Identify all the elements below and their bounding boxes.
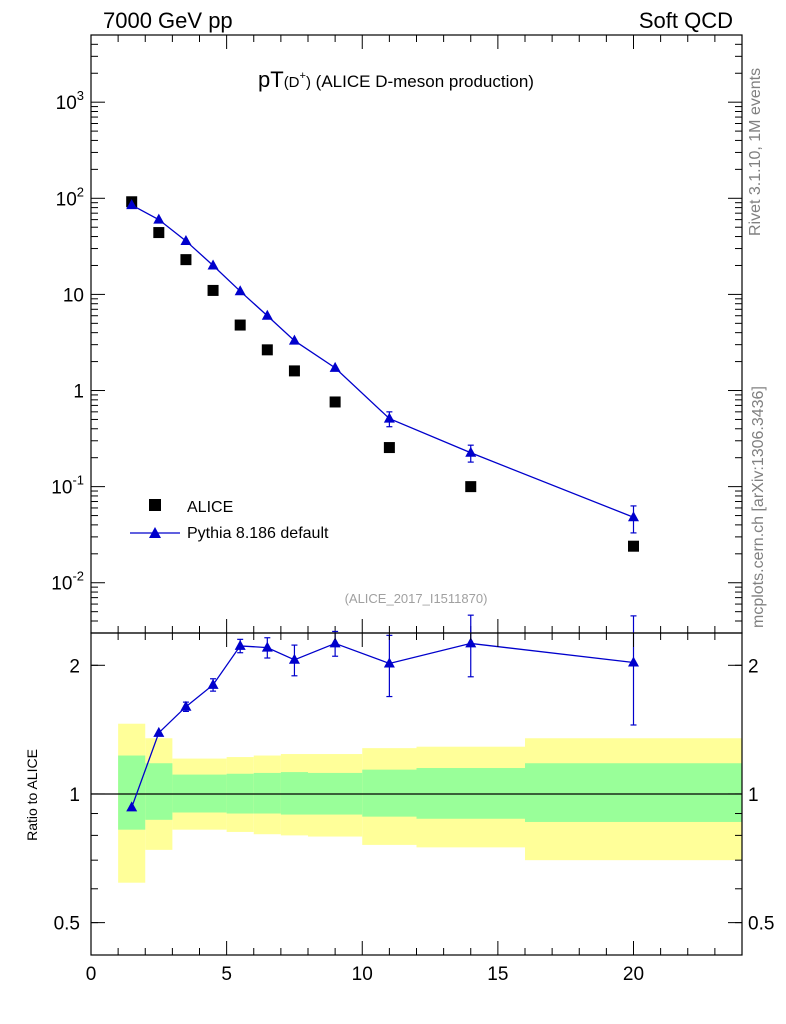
data-point [261, 344, 273, 356]
analysis-id-label: (ALICE_2017_I1511870) [345, 591, 488, 606]
ratio-inner-band [253, 772, 281, 814]
mc-point [234, 285, 246, 296]
main-plot-frame [90, 34, 743, 634]
main-y-axis: 10-2 10-1 1 10 102 103 [51, 34, 742, 634]
ratio-y-tick-label-right: 2 [748, 656, 759, 677]
mc-point [126, 199, 138, 210]
header-energy-label: 7000 GeV pp [103, 8, 233, 33]
legend-data-label: ALICE [187, 499, 233, 516]
rivet-version-label: Rivet 3.1.10, 1M events [747, 68, 764, 236]
y-tick-label: 10 [63, 285, 84, 306]
ratio-y-tick-label-right: 1 [748, 785, 759, 806]
legend-mc-marker [149, 527, 161, 538]
y-tick-label: 102 [56, 184, 84, 210]
ratio-y-axis-label: Ratio to ALICE [24, 749, 40, 841]
mc-point [261, 309, 273, 320]
ratio-point [628, 656, 639, 667]
data-point [207, 284, 219, 296]
ratio-point [465, 637, 477, 648]
ratio-inner-band [145, 763, 173, 820]
main-panel: 10-2 10-1 1 10 102 103 pT(D+) (ALICE D-meson … [51, 34, 743, 634]
data-point [153, 227, 165, 239]
ratio-point [153, 726, 165, 737]
data-point [465, 481, 477, 493]
x-tick-label: 10 [352, 964, 373, 985]
ratio-y-tick-label-right: 0.5 [748, 914, 774, 935]
ratio-point [383, 657, 395, 668]
data-point [180, 254, 192, 266]
ratio-y-tick-label: 1 [69, 785, 80, 806]
x-tick-label: 15 [487, 964, 508, 985]
mcplots-label: mcplots.cern.ch [arXiv:1306.3436] [750, 386, 767, 628]
ratio-point [126, 801, 138, 812]
ratio-axes: 0 5 10 15 20 0.5 0.5 1 1 2 2 [54, 633, 774, 985]
data-point [329, 396, 341, 408]
ratio-uncertainty-bands [91, 723, 742, 883]
mc-point [465, 446, 477, 457]
main-plot-data [126, 196, 639, 552]
mc-series-line [131, 204, 634, 518]
mc-point [153, 213, 165, 224]
legend: ALICE Pythia 8.186 default [130, 499, 329, 542]
mc-point [628, 511, 639, 522]
ratio-point [180, 700, 192, 711]
ratio-y-tick-label: 2 [69, 656, 80, 677]
ratio-y-tick-label: 0.5 [54, 914, 80, 935]
y-tick-label: 10-2 [51, 569, 84, 595]
data-point [628, 540, 639, 552]
legend-mc-label: Pythia 8.186 default [187, 525, 329, 542]
ratio-inner-band [525, 763, 742, 822]
ratio-panel: 0 5 10 15 20 0.5 0.5 1 1 2 2 Ratio to ALICE [24, 614, 774, 985]
ratio-inner-band [118, 755, 146, 830]
ratio-inner-band [362, 769, 417, 817]
legend-data-marker [149, 499, 161, 511]
x-tick-label: 0 [86, 964, 97, 985]
main-x-ticks [90, 35, 743, 633]
y-tick-label: 1 [73, 382, 84, 403]
ratio-point [234, 639, 246, 650]
ratio-point [329, 637, 341, 648]
ratio-plot-data [126, 614, 639, 812]
header-category-label: Soft QCD [639, 8, 733, 33]
y-tick-label: 10-1 [51, 473, 84, 499]
mc-point [288, 334, 300, 345]
mc-point [329, 361, 341, 372]
mc-point [207, 259, 219, 270]
mc-point [383, 412, 395, 423]
y-tick-label: 103 [56, 88, 84, 114]
data-point [383, 442, 395, 454]
plot-title: pT(D+) (ALICE D-meson production) [258, 67, 534, 92]
ratio-point [261, 641, 273, 652]
data-point [288, 365, 300, 377]
mc-point [180, 234, 192, 245]
data-point [234, 319, 246, 331]
x-tick-label: 20 [623, 964, 644, 985]
ratio-point [288, 653, 300, 664]
ratio-inner-band [280, 772, 308, 815]
x-tick-label: 5 [221, 964, 232, 985]
ratio-point [207, 678, 219, 689]
